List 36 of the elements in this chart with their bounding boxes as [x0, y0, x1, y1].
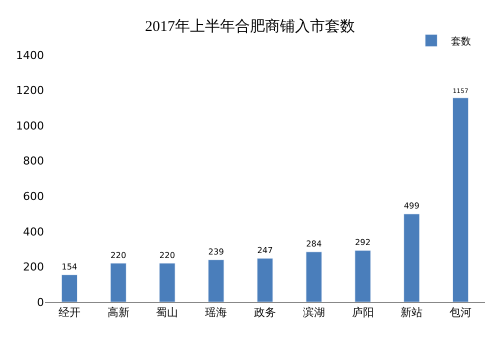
x-tick-label: 新站: [400, 306, 423, 320]
bar: [61, 274, 78, 302]
x-tick-label: 经开: [58, 306, 80, 320]
data-label: 292: [354, 237, 371, 248]
bar: [256, 258, 274, 302]
data-label: 499: [404, 200, 420, 211]
data-label: 284: [306, 238, 322, 249]
x-tick-label: 蜀山: [156, 306, 178, 320]
data-label: 220: [159, 250, 176, 260]
y-tick-label: 800: [23, 154, 44, 168]
y-tick-label: 0: [37, 296, 44, 309]
chart-title: 2017年上半年合肥商铺入市套数: [145, 18, 355, 36]
x-tick-label: 政务: [254, 306, 276, 320]
data-label: 220: [110, 250, 126, 260]
bar: [404, 214, 420, 302]
bar: [452, 98, 469, 302]
y-tick-label: 1200: [16, 84, 44, 98]
x-tick-label: 滨湖: [302, 306, 325, 320]
data-label: 154: [62, 262, 78, 272]
bar: [354, 250, 371, 302]
x-tick-label: 瑶海: [205, 306, 228, 320]
legend-label: 套数: [451, 35, 472, 48]
data-label: 247: [257, 245, 273, 256]
bar: [159, 262, 176, 302]
y-tick-label: 600: [23, 190, 44, 203]
y-tick-label: 400: [23, 225, 44, 238]
y-tick-label: 1400: [16, 48, 44, 62]
x-tick-label: 庐阳: [352, 306, 374, 320]
y-tick-label: 1000: [16, 119, 44, 132]
bar: [306, 252, 322, 302]
x-tick-label: 包河: [450, 306, 472, 320]
y-tick-label: 200: [23, 260, 44, 274]
bar: [208, 260, 224, 302]
data-label: 239: [208, 246, 224, 257]
x-tick-label: 高新: [107, 306, 130, 320]
bar: [110, 262, 126, 302]
